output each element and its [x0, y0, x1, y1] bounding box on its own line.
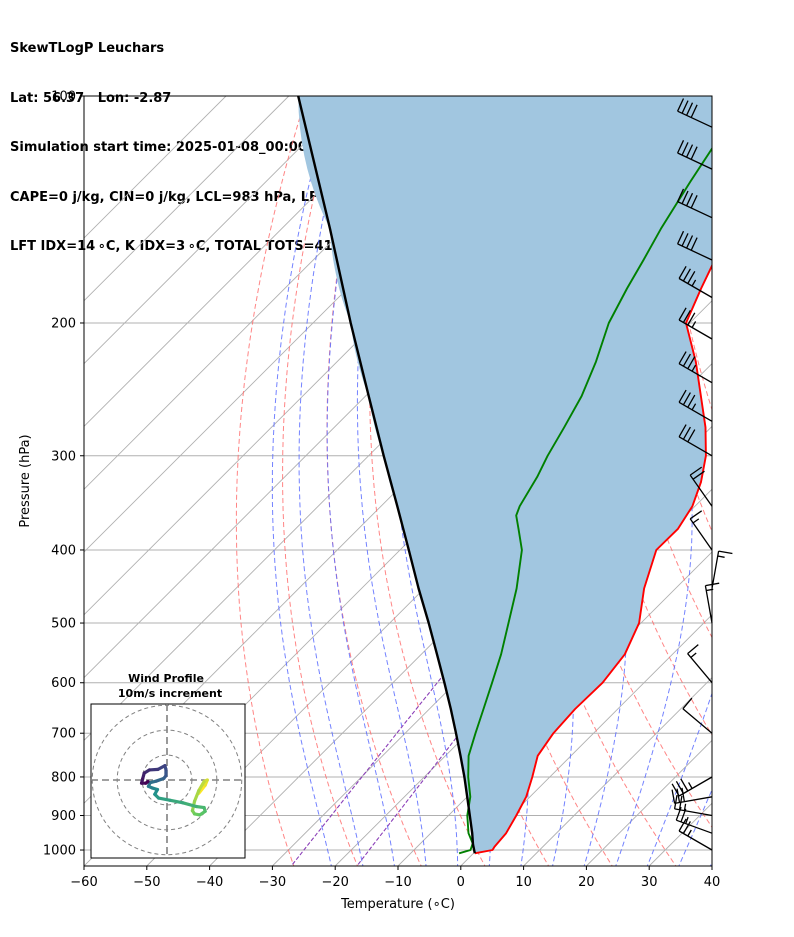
dewpoint-trace: [458, 146, 712, 855]
y-tick-label: 500: [51, 617, 76, 632]
x-tick-label: 30: [641, 875, 658, 890]
x-tick-label: −30: [259, 875, 286, 890]
x-axis-label: Temperature (∘C): [340, 897, 455, 912]
wind-barb: [678, 351, 713, 384]
x-tick-label: 20: [578, 875, 595, 890]
moist-adiabat-line: [271, 96, 333, 866]
hodograph-trace-segment: [168, 798, 185, 805]
y-tick-label: 700: [51, 727, 76, 742]
wind-barb: [671, 787, 713, 805]
hodograph-plot-area: [91, 704, 245, 858]
wind-barb: [689, 510, 713, 551]
wind-barb: [677, 140, 713, 170]
isotherm-line: [460, 614, 712, 866]
dry-adiabat-line: [235, 96, 307, 866]
x-tick-label: −40: [196, 875, 223, 890]
title-line-station: SkewTLogP Leuchars: [10, 41, 165, 56]
isotherm-line: [84, 96, 352, 365]
wind-barb: [687, 644, 713, 684]
dry-adiabat-line: [728, 79, 794, 869]
wind-barb: [677, 98, 713, 128]
dry-adiabat-line: [663, 96, 712, 412]
wind-barb: [677, 230, 713, 261]
y-tick-label: 1000: [43, 844, 76, 859]
wind-barb: [689, 466, 713, 507]
wind-barb: [675, 806, 713, 834]
moist-adiabat-line: [646, 692, 712, 866]
isotherm-line: [84, 96, 227, 239]
y-tick-label: 200: [51, 316, 76, 331]
wind-barb: [678, 818, 713, 851]
moist-adiabat-line: [678, 788, 712, 866]
wind-barb: [711, 550, 733, 589]
moist-adiabat-line: [709, 861, 712, 866]
hodograph-subtitle: 10m/s increment: [118, 687, 222, 700]
title-line-location: Lat: 56.37 Lon: -2.87: [10, 90, 172, 106]
x-tick-label: 40: [704, 875, 721, 890]
wind-barb: [682, 697, 713, 734]
x-tick-label: −20: [321, 875, 348, 890]
x-tick-label: −10: [384, 875, 411, 890]
wind-barb: [673, 794, 713, 817]
y-tick-label: 100: [51, 90, 76, 105]
hodograph-trace-segment: [156, 796, 172, 802]
hodograph-title: Wind Profile: [128, 672, 204, 685]
wind-barb: [678, 424, 713, 457]
temperature-trace: [474, 263, 712, 855]
parcel-path-trace: [297, 96, 476, 854]
moist-adiabat-line: [326, 96, 395, 866]
dry-adiabat-line: [282, 96, 359, 866]
y-tick-label: 600: [51, 676, 76, 691]
y-tick-label: 800: [51, 770, 76, 785]
dry-adiabat-line: [760, 79, 794, 869]
cape-shading: [298, 96, 712, 854]
moist-adiabat-line: [356, 96, 427, 866]
x-tick-label: −50: [133, 875, 160, 890]
isotherm-line: [84, 96, 290, 302]
dry-adiabat-line: [326, 96, 422, 866]
moist-adiabat-line: [390, 96, 459, 866]
hodograph-trace-segment: [192, 788, 201, 803]
hodograph-trace-segment: [144, 779, 150, 785]
wind-barb: [678, 265, 713, 299]
x-tick-label: 0: [457, 875, 465, 890]
y-axis-label: Pressure (hPa): [18, 434, 33, 527]
isotherm-line: [711, 865, 712, 866]
y-tick-label: 300: [51, 449, 76, 464]
wind-barb: [678, 307, 713, 340]
y-tick-label: 900: [51, 809, 76, 824]
wind-barb: [671, 776, 713, 797]
moist-adiabat-line: [298, 96, 364, 866]
wind-barb: [677, 188, 713, 219]
isotherm-line: [523, 676, 712, 866]
hodograph-trace-segment: [181, 801, 198, 809]
isotherm-line: [84, 96, 415, 428]
hodograph-frame: [90, 703, 246, 859]
y-tick-label: 400: [51, 543, 76, 558]
hodograph-trace-segment: [197, 779, 206, 793]
mixing-ratio-line: [290, 622, 486, 866]
wind-barb: [678, 389, 713, 422]
x-tick-label: 10: [515, 875, 532, 890]
x-tick-label: −60: [70, 875, 97, 890]
